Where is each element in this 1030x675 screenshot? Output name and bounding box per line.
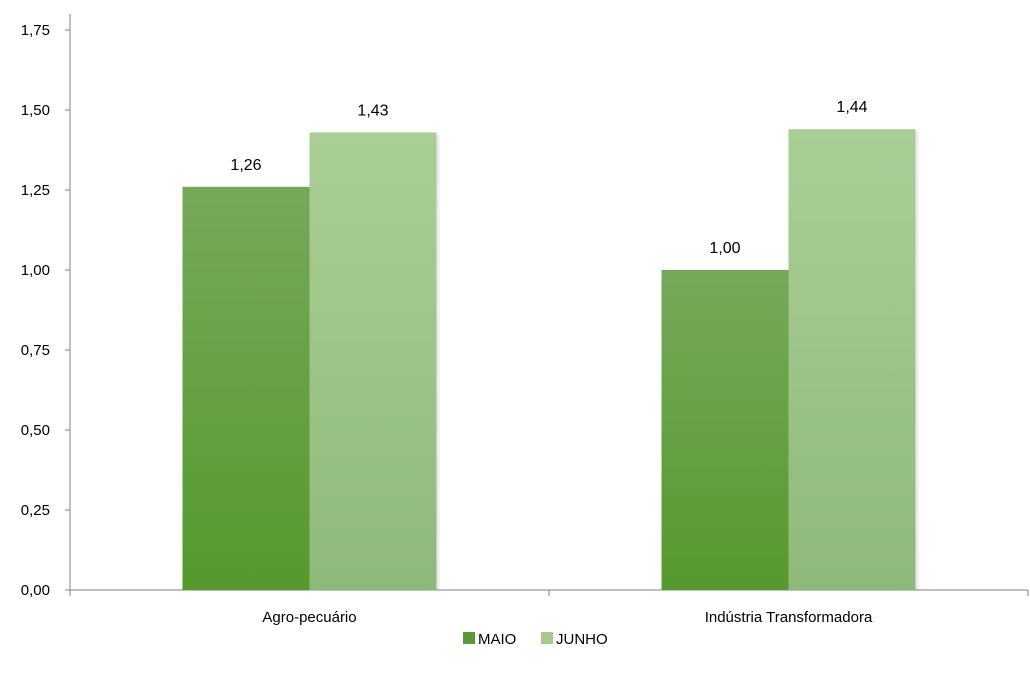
bars [182,129,919,591]
legend-label-junho: JUNHO [556,631,608,648]
legend-label-maio: MAIO [478,631,516,648]
data-labels: 1,26 1,43 1,00 1,44 [230,99,867,257]
legend: MAIO JUNHO [463,631,608,648]
data-label: 1,26 [230,157,261,174]
bar-maio-1 [661,270,789,590]
legend-swatch-junho [541,632,553,644]
y-tick-label: 1,00 [21,262,50,279]
bar-junho-1 [788,129,916,590]
y-tick-label: 0,25 [21,502,50,519]
x-axis: Agro-pecuário Indústria Transformadora [69,589,1029,626]
x-category-label: Agro-pecuário [262,609,356,626]
y-axis: 0,00 0,25 0,50 0,75 1,00 1,25 1,50 1,75 [21,14,71,599]
y-tick-label: 0,50 [21,422,50,439]
bar-maio-0 [182,186,310,591]
data-label: 1,00 [709,240,740,257]
x-category-label: Indústria Transformadora [705,609,873,626]
y-tick-label: 0,00 [21,582,50,599]
bar-junho-0 [309,132,437,590]
y-tick-label: 1,25 [21,182,50,199]
y-tick-label: 0,75 [21,342,50,359]
data-label: 1,44 [836,99,867,116]
legend-swatch-maio [463,632,475,644]
data-label: 1,43 [357,102,388,119]
y-tick-label: 1,50 [21,102,50,119]
y-tick-label: 1,75 [21,22,50,39]
